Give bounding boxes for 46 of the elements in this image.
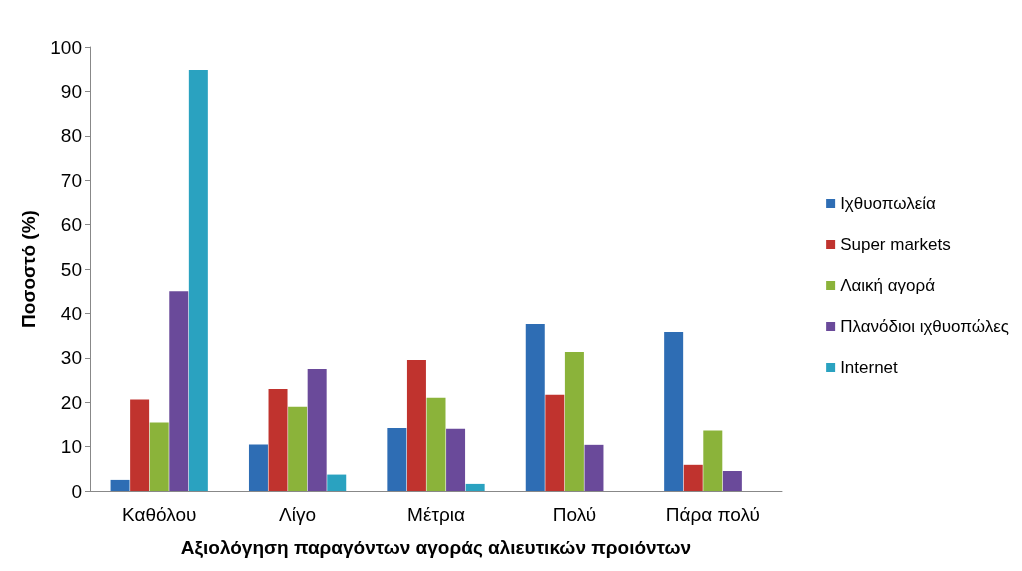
bar <box>584 444 604 491</box>
x-tick-label: Λίγο <box>279 504 317 525</box>
y-tick-label: 80 <box>60 125 82 147</box>
y-tick-label: 20 <box>60 391 82 413</box>
bar <box>149 422 169 491</box>
y-tick-label: 50 <box>60 258 82 280</box>
bar <box>722 471 742 491</box>
bar <box>130 399 150 491</box>
x-tick-label: Πάρα πολύ <box>665 504 760 525</box>
bar <box>465 483 485 491</box>
y-tick-label: 60 <box>60 214 82 236</box>
y-tick-label: 70 <box>60 169 82 191</box>
x-tick-label: Πολύ <box>552 504 597 525</box>
bar <box>248 444 268 491</box>
bar <box>307 368 327 491</box>
y-tick-label: 100 <box>50 36 82 58</box>
x-tick-label: Καθόλου <box>122 504 197 525</box>
bar <box>327 474 347 491</box>
y-tick-label: 40 <box>60 302 82 324</box>
bar <box>545 394 565 491</box>
bar <box>288 406 308 491</box>
bar <box>525 324 545 491</box>
y-tick-label: 90 <box>60 80 82 102</box>
legend-label: Ιχθυοπωλεία <box>840 194 937 213</box>
bar <box>268 388 288 491</box>
y-axis-title: Ποσοστό (%) <box>18 210 39 328</box>
bar <box>683 464 703 491</box>
bar <box>387 427 407 491</box>
y-tick-label: 0 <box>71 480 82 502</box>
bar <box>110 479 130 491</box>
legend-label: Super markets <box>840 235 951 254</box>
legend-label: Πλανόδιοι ιχθυοπώλες <box>840 317 1009 336</box>
bar <box>426 397 446 491</box>
bar <box>446 428 466 491</box>
y-tick-label: 30 <box>60 347 82 369</box>
x-tick-label: Μέτρια <box>407 504 465 525</box>
legend-label: Internet <box>840 358 899 377</box>
x-axis-title: Αξιολόγηση παραγόντων αγοράς αλιευτικών προιόντων <box>180 537 692 559</box>
bar <box>564 352 584 491</box>
legend-label: Λαική αγορά <box>840 276 936 295</box>
bar <box>703 430 723 491</box>
bar <box>169 291 189 491</box>
bar <box>406 360 426 491</box>
y-tick-label: 10 <box>60 436 82 458</box>
bar <box>188 70 208 491</box>
bar <box>664 332 684 491</box>
